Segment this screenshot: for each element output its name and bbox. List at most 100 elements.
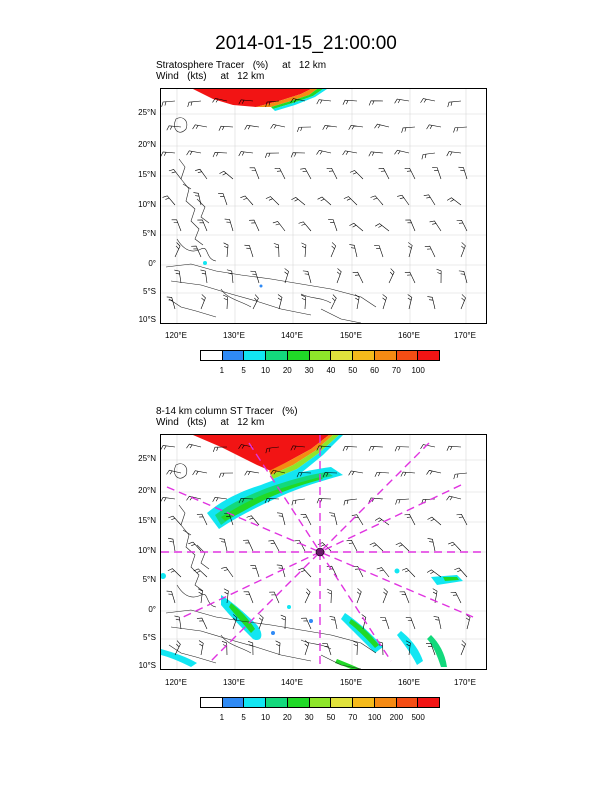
wind-barb bbox=[244, 124, 260, 130]
wind-barb bbox=[329, 616, 338, 630]
wind-barb bbox=[342, 99, 358, 105]
wind-barb bbox=[447, 197, 462, 206]
colorbar-swatch bbox=[201, 698, 223, 707]
wind-barb bbox=[446, 445, 462, 451]
lat-tick: 5°N bbox=[142, 575, 156, 584]
center-marker bbox=[315, 547, 325, 557]
wind-barb bbox=[193, 192, 202, 206]
wind-barb bbox=[226, 269, 234, 284]
wind-barb bbox=[348, 470, 364, 476]
lat-tick: 0° bbox=[148, 605, 156, 614]
colorbar-label: 5 bbox=[241, 713, 246, 722]
wind-barb bbox=[218, 125, 234, 131]
wind-barb bbox=[368, 100, 384, 106]
wind-barb bbox=[407, 294, 413, 310]
wind-barb bbox=[427, 538, 436, 552]
wind-barb bbox=[250, 270, 260, 284]
lat-tick: 20°N bbox=[138, 486, 156, 495]
wind-barb bbox=[200, 294, 206, 310]
wind-barb bbox=[304, 640, 310, 656]
wind-barb bbox=[374, 123, 390, 129]
colorbar-swatch bbox=[222, 351, 245, 360]
wind-barb bbox=[212, 97, 228, 103]
colorbar-label: 70 bbox=[391, 366, 401, 375]
wind-barb bbox=[174, 615, 182, 630]
colorbar-swatch bbox=[331, 351, 354, 360]
wind-barb bbox=[316, 150, 332, 155]
wind-barb bbox=[368, 151, 384, 157]
wind-barb bbox=[166, 590, 176, 604]
map1-svg bbox=[161, 89, 486, 323]
wind-barb bbox=[342, 446, 358, 452]
wind-barb bbox=[244, 244, 254, 258]
wind-barb bbox=[161, 445, 176, 450]
colorbar-label: 50 bbox=[326, 713, 336, 722]
wind-barb bbox=[404, 514, 416, 526]
lon-tick: 140°E bbox=[281, 678, 303, 687]
colorbar-label: 30 bbox=[304, 713, 314, 722]
wind-barb bbox=[252, 294, 259, 310]
wind-barb bbox=[171, 219, 182, 232]
wind-barb bbox=[436, 268, 442, 284]
wind-barb bbox=[404, 167, 416, 180]
wind-barb bbox=[376, 567, 390, 578]
wind-barb bbox=[404, 271, 416, 284]
wind-barb bbox=[425, 643, 436, 656]
wind-barb bbox=[456, 514, 468, 526]
colorbar-swatch bbox=[309, 698, 332, 707]
wind-barb bbox=[196, 513, 208, 526]
wind-barbs bbox=[161, 97, 468, 310]
wind-barb bbox=[161, 100, 176, 107]
wind-barb bbox=[343, 196, 358, 206]
wind-barb bbox=[221, 566, 234, 578]
wind-barb bbox=[249, 167, 260, 180]
wind-barb bbox=[317, 196, 332, 206]
wind-barb bbox=[394, 98, 410, 104]
wind-barb bbox=[212, 497, 228, 502]
lat-tick: 10°N bbox=[138, 200, 156, 209]
lon-tick: 160°E bbox=[398, 331, 420, 340]
wind-barb bbox=[322, 125, 338, 130]
wind-barb bbox=[272, 221, 286, 232]
wind-barb bbox=[265, 196, 280, 206]
colorbar-swatch bbox=[287, 698, 310, 707]
wind-barb bbox=[426, 470, 442, 475]
wind-barb bbox=[378, 167, 390, 180]
colorbar-label: 200 bbox=[389, 713, 404, 722]
page-title: 2014-01-15_21:00:00 bbox=[215, 33, 397, 54]
wind-barb bbox=[382, 294, 387, 310]
wind-barb bbox=[270, 124, 286, 129]
wind-barb bbox=[218, 472, 234, 478]
wind-barb bbox=[191, 245, 202, 258]
colorbar-1 bbox=[200, 350, 440, 361]
colorbar-label: 70 bbox=[348, 713, 358, 722]
wind-barb bbox=[399, 591, 410, 604]
wind-barb bbox=[166, 469, 182, 475]
wind-barb bbox=[405, 617, 416, 630]
wind-barb bbox=[421, 152, 436, 160]
wind-barb bbox=[192, 124, 208, 130]
wind-barb bbox=[197, 588, 203, 604]
colorbar-swatch bbox=[201, 351, 223, 360]
wind-barb bbox=[395, 498, 410, 505]
wind-barb bbox=[447, 100, 462, 108]
colorbar-label: 1 bbox=[219, 366, 225, 375]
wind-barb bbox=[273, 243, 280, 258]
wind-barb bbox=[352, 640, 358, 656]
colorbar-label: 60 bbox=[370, 366, 379, 375]
wind-barb bbox=[426, 569, 442, 578]
wind-barb bbox=[200, 269, 208, 284]
lat-tick: 15°N bbox=[138, 516, 156, 525]
colorbar-label: 40 bbox=[326, 366, 336, 375]
coastlines bbox=[165, 117, 377, 323]
wind-barb bbox=[454, 567, 468, 578]
wind-barb bbox=[196, 617, 208, 630]
wind-barb bbox=[374, 471, 390, 477]
wind-barb bbox=[232, 614, 238, 630]
panel2-subtitle: Wind (kts) at 12 km bbox=[156, 417, 265, 428]
lat-tick: 5°N bbox=[142, 229, 156, 238]
wind-barb bbox=[223, 242, 229, 258]
wind-barb bbox=[458, 270, 468, 284]
wind-barb bbox=[238, 99, 254, 105]
colorbar-swatch bbox=[266, 351, 288, 360]
